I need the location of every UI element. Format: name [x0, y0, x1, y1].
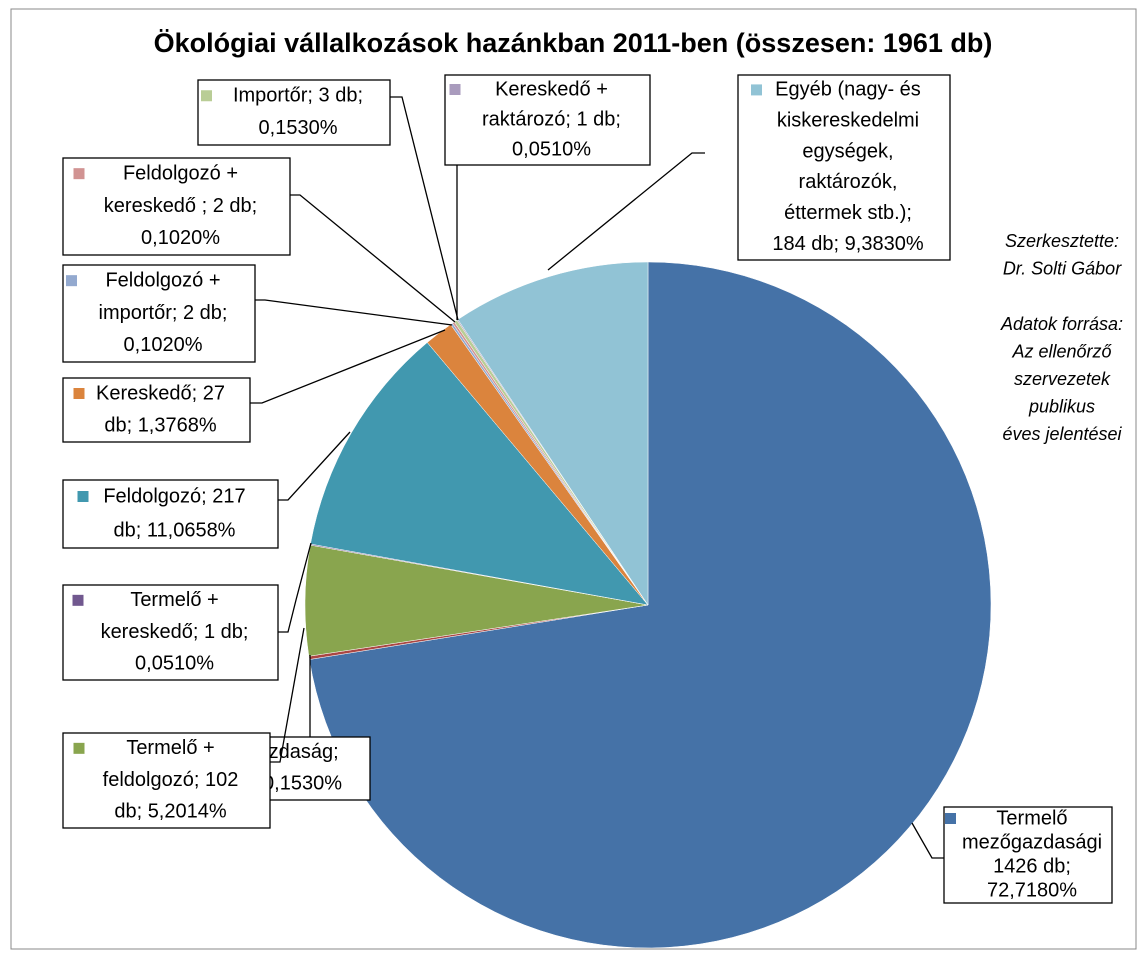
pie-slice	[309, 261, 992, 949]
data-label: Egyéb (nagy- és	[775, 79, 921, 101]
pie-slice	[310, 342, 649, 606]
annotation: publikus	[1028, 396, 1095, 416]
legend-key	[73, 388, 85, 399]
leader-line	[911, 822, 944, 859]
data-label: 0,0510%	[512, 138, 591, 160]
legend-key	[945, 813, 956, 824]
data-label: egységek,	[802, 140, 893, 162]
data-label: kereskedő ; 2 db;	[104, 195, 257, 217]
legend-key	[77, 491, 89, 502]
data-label: Kereskedő +	[495, 78, 608, 100]
leader-line	[290, 194, 456, 323]
data-label: feldolgozó; 102	[103, 769, 239, 791]
data-label: kereskedő; 1 db;	[101, 621, 249, 643]
data-label: db; 1,3768%	[104, 414, 217, 436]
annotation: Az ellenőrző	[1011, 341, 1112, 361]
label-box	[62, 264, 256, 363]
label-box	[62, 377, 251, 443]
legend-key	[751, 84, 762, 96]
leader-line	[278, 431, 351, 501]
data-label: Termelő +	[126, 737, 214, 759]
data-label: 0,1020%	[124, 334, 203, 356]
data-label: éttermek stb.);	[784, 202, 912, 224]
data-label: Feldolgozó +	[123, 162, 238, 184]
data-label: importőr; 2 db;	[99, 302, 228, 324]
label-box	[737, 74, 951, 261]
data-label: Termelő	[996, 807, 1067, 829]
data-label: Kereskedő; 27	[96, 382, 225, 404]
leader-line	[390, 96, 459, 321]
data-label: 0,0510%	[135, 652, 214, 674]
label-box	[444, 74, 651, 166]
data-label: 0,1020%	[141, 227, 220, 249]
annotation: éves jelentései	[1002, 424, 1122, 444]
data-label: db; 5,2014%	[114, 800, 227, 822]
data-label: 1426 db;	[993, 855, 1071, 877]
data-label: mezőgazdasági	[962, 831, 1102, 853]
label-box	[62, 584, 279, 681]
legend-key	[449, 84, 461, 95]
label-box	[62, 732, 271, 829]
data-label: Feldolgozó; 217	[103, 485, 245, 507]
data-label: 72,7180%	[987, 879, 1077, 901]
leader-line	[547, 152, 705, 271]
annotation: szervezetek	[1014, 369, 1111, 389]
data-label: db; 11,0658%	[114, 519, 236, 541]
leader-line	[250, 329, 446, 404]
annotation: Adatok forrása:	[1000, 314, 1123, 334]
data-label: Termelő +	[130, 589, 218, 611]
chart-title: Ökológiai vállalkozások hazánkban 2011-b…	[154, 28, 993, 58]
data-label: 184 db; 9,3830%	[772, 233, 923, 255]
legend-key	[73, 742, 85, 754]
label-box	[62, 157, 291, 256]
leader-line	[278, 542, 312, 633]
data-label: raktározók,	[799, 171, 898, 193]
legend-key	[72, 594, 84, 606]
legend-key	[66, 275, 77, 287]
data-label: Importőr; 3 db;	[233, 85, 363, 107]
data-label: Feldolgozó +	[105, 269, 220, 291]
label-box	[197, 79, 391, 146]
leader-line	[255, 299, 453, 326]
label-box	[62, 479, 279, 549]
leader-line	[270, 627, 305, 763]
legend-key	[201, 90, 212, 102]
pie-slice	[457, 261, 649, 606]
data-label: kiskereskedelmi	[777, 110, 919, 132]
data-label: 0,1530%	[259, 117, 338, 139]
annotation: Szerkesztette:	[1005, 231, 1119, 251]
legend-key	[73, 168, 85, 180]
label-box	[943, 806, 1113, 904]
annotation: Dr. Solti Gábor	[1003, 258, 1122, 278]
data-label: raktározó; 1 db;	[482, 108, 621, 130]
